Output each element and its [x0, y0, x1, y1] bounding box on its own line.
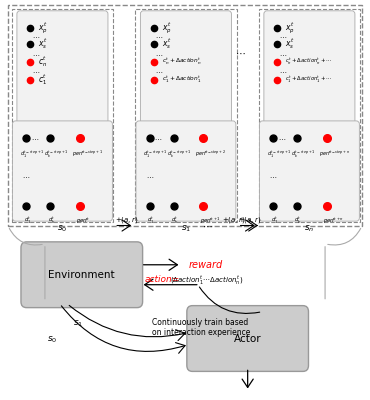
- Text: $c_1^t + \Delta action_1^t$: $c_1^t + \Delta action_1^t$: [162, 74, 201, 85]
- Text: $\cdots$: $\cdots$: [155, 33, 163, 39]
- FancyBboxPatch shape: [140, 11, 232, 126]
- Text: $\cdots$: $\cdots$: [279, 68, 287, 74]
- Text: Actor: Actor: [234, 334, 262, 344]
- Text: $+(a, r)$: $+(a, r)$: [115, 215, 138, 225]
- Text: $c_n^t + \Delta action_n^t + \cdots$: $c_n^t + \Delta action_n^t + \cdots$: [285, 57, 332, 67]
- Text: $\cdots$: $\cdots$: [279, 33, 287, 39]
- Text: $s_n$: $s_n$: [305, 224, 315, 234]
- Text: $(\Delta action_1^t \cdots \Delta action_n^t)$: $(\Delta action_1^t \cdots \Delta action…: [170, 274, 243, 286]
- Text: $\cdots$: $\cdots$: [146, 173, 154, 179]
- Text: $c_1^t + \Delta action_1^t + \cdots$: $c_1^t + \Delta action_1^t + \cdots$: [285, 74, 332, 85]
- Text: $c_1^t$: $c_1^t$: [38, 72, 47, 87]
- Text: $\cdots$: $\cdots$: [269, 173, 278, 179]
- Text: $d_k^t$: $d_k^t$: [47, 216, 55, 226]
- Text: $\cdots$: $\cdots$: [202, 220, 212, 230]
- Text: $perf^{t-step+2}$: $perf^{t-step+2}$: [195, 149, 226, 159]
- Text: $x_p^t$: $x_p^t$: [162, 20, 172, 36]
- Text: action=: action=: [144, 276, 180, 284]
- Text: $c_n^t + \Delta action_n^t$: $c_n^t + \Delta action_n^t$: [162, 57, 201, 67]
- FancyBboxPatch shape: [13, 121, 112, 221]
- FancyBboxPatch shape: [17, 11, 108, 126]
- Text: $d_1^t$: $d_1^t$: [24, 216, 31, 226]
- Text: $\cdots$: $\cdots$: [155, 51, 163, 57]
- Text: $s_0$: $s_0$: [47, 334, 57, 345]
- Text: $perf^{t+1}$: $perf^{t+1}$: [200, 216, 221, 226]
- Text: $s_1$: $s_1$: [181, 224, 191, 234]
- FancyBboxPatch shape: [187, 306, 309, 372]
- Text: $x_s^t$: $x_s^t$: [162, 36, 171, 51]
- Text: $x_s^t$: $x_s^t$: [38, 36, 48, 51]
- Text: $d_1^{t-step+1}$: $d_1^{t-step+1}$: [267, 148, 291, 160]
- Text: $perf^t$: $perf^t$: [76, 216, 91, 226]
- Text: $\cdots$: $\cdots$: [279, 51, 287, 57]
- Text: $perf^{t-step+1}$: $perf^{t-step+1}$: [72, 149, 103, 159]
- Text: reward: reward: [189, 260, 223, 270]
- Text: $d_1^{t-step+1}$: $d_1^{t-step+1}$: [143, 148, 168, 160]
- Text: $\cdots$: $\cdots$: [154, 135, 162, 141]
- Text: $d_k^{t-step+1}$: $d_k^{t-step+1}$: [167, 148, 192, 160]
- Text: $s_0$: $s_0$: [57, 224, 68, 234]
- Text: $+(a, r)$: $+(a, r)$: [238, 215, 262, 225]
- FancyBboxPatch shape: [21, 242, 142, 308]
- Text: $d_1^t$: $d_1^t$: [270, 216, 278, 226]
- Text: $c_n^t$: $c_n^t$: [38, 54, 47, 69]
- Text: $d_1^{t-step+1}$: $d_1^{t-step+1}$: [20, 148, 44, 160]
- FancyBboxPatch shape: [136, 121, 236, 221]
- FancyBboxPatch shape: [259, 121, 359, 221]
- Text: Environment: Environment: [48, 270, 115, 280]
- Text: Continuously train based
on interaction experience: Continuously train based on interaction …: [152, 318, 250, 337]
- Text: $\cdots$: $\cdots$: [278, 135, 286, 141]
- Text: $d_k^{t-step+1}$: $d_k^{t-step+1}$: [44, 148, 68, 160]
- Text: $d_k^t$: $d_k^t$: [295, 216, 302, 226]
- Text: $d_1^t$: $d_1^t$: [147, 216, 154, 226]
- Text: $x_p^t$: $x_p^t$: [38, 20, 48, 36]
- Text: $d_k^{t-step+1}$: $d_k^{t-step+1}$: [291, 148, 315, 160]
- Text: $perf^{t-step+n}$: $perf^{t-step+n}$: [319, 149, 350, 159]
- FancyBboxPatch shape: [264, 11, 355, 126]
- Text: $\cdots$: $\cdots$: [32, 33, 40, 39]
- Text: $\cdots$: $\cdots$: [155, 68, 163, 74]
- Text: $x_p^t$: $x_p^t$: [285, 20, 295, 36]
- Text: $+(a, r)$: $+(a, r)$: [222, 215, 245, 225]
- Text: $\cdots$: $\cdots$: [32, 51, 40, 57]
- Text: $\cdots$: $\cdots$: [235, 48, 246, 58]
- Text: $\cdots$: $\cdots$: [32, 68, 40, 74]
- Text: $\cdots$: $\cdots$: [31, 135, 39, 141]
- Text: $perf^{t+n}$: $perf^{t+n}$: [323, 216, 344, 226]
- Text: $\cdots$: $\cdots$: [23, 173, 31, 179]
- Text: $d_k^t$: $d_k^t$: [171, 216, 179, 226]
- Text: $x_s^t$: $x_s^t$: [285, 36, 295, 51]
- Text: $s_1$: $s_1$: [73, 318, 83, 329]
